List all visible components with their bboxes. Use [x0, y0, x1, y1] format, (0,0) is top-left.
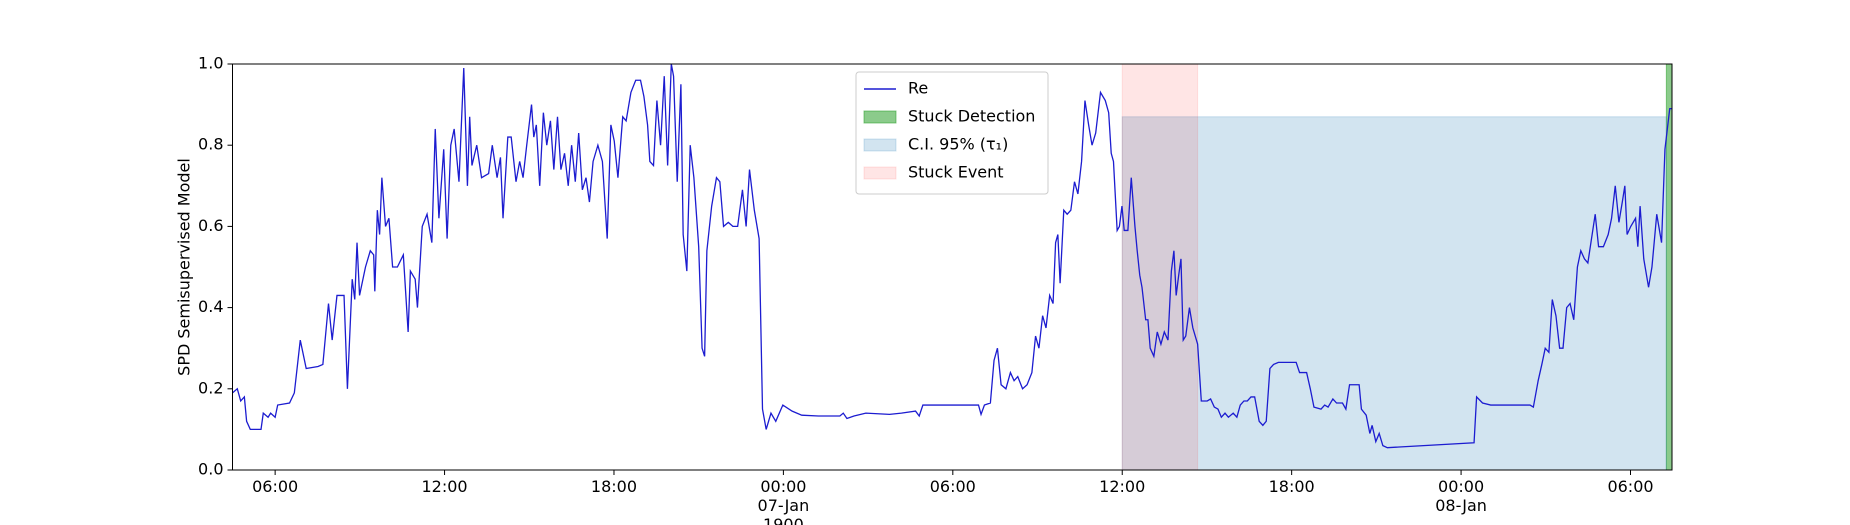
x-tick-label-line: 00:00 [760, 477, 806, 496]
y-tick-label: 1.0 [198, 54, 223, 73]
x-tick-label: 00:00 07-Jan 1900 [758, 477, 810, 525]
legend-label: Stuck Detection [908, 107, 1035, 126]
x-tick-label: 06:00 [1607, 477, 1653, 496]
legend-label: C.I. 95% (τ₁) [908, 135, 1008, 154]
y-tick-label: 0.0 [198, 460, 223, 479]
legend: Re Stuck Detection C.I. 95% (τ₁) Stuck Even… [855, 71, 1049, 195]
x-tick-label-line: 06:00 [252, 477, 298, 496]
legend-label: Stuck Event [908, 163, 1004, 182]
shaded-region [1121, 116, 1667, 471]
x-tick-label: 18:00 [1269, 477, 1315, 496]
x-tick-label-line: 08-Jan [1435, 496, 1487, 515]
x-tick-label: 06:00 [252, 477, 298, 496]
y-tick-label: 0.6 [198, 216, 223, 235]
y-tick-label: 0.8 [198, 135, 223, 154]
x-tick-label-line: 18:00 [1269, 477, 1315, 496]
x-tick-label-line: 12:00 [1099, 477, 1145, 496]
y-axis-label: SPD Semisupervised Model [175, 158, 194, 376]
x-tick-label-line: 06:00 [930, 477, 976, 496]
data-line [232, 63, 1672, 449]
plot-frame [232, 63, 1673, 471]
x-tick-label: 00:00 08-Jan [1435, 477, 1487, 515]
x-tick-label: 18:00 [591, 477, 637, 496]
legend-label: Re [908, 79, 928, 98]
y-tick-label: 0.4 [198, 297, 223, 316]
x-tick-label: 06:00 [930, 477, 976, 496]
y-tick-label: 0.2 [198, 378, 223, 397]
x-tick-label-line: 1900 [763, 515, 804, 525]
x-tick-label-line: 12:00 [422, 477, 468, 496]
shaded-region [1121, 63, 1199, 471]
x-tick-label-line: 07-Jan [758, 496, 810, 515]
x-tick-label: 12:00 [422, 477, 468, 496]
legend-patch [863, 138, 897, 152]
x-tick-label-line: 18:00 [591, 477, 637, 496]
x-tick-label-line: 00:00 [1438, 477, 1484, 496]
legend-patch [863, 166, 897, 180]
x-tick-label-line: 06:00 [1607, 477, 1653, 496]
x-tick-label: 12:00 [1099, 477, 1145, 496]
legend-patch [863, 110, 897, 124]
legend-frame [855, 71, 1049, 195]
